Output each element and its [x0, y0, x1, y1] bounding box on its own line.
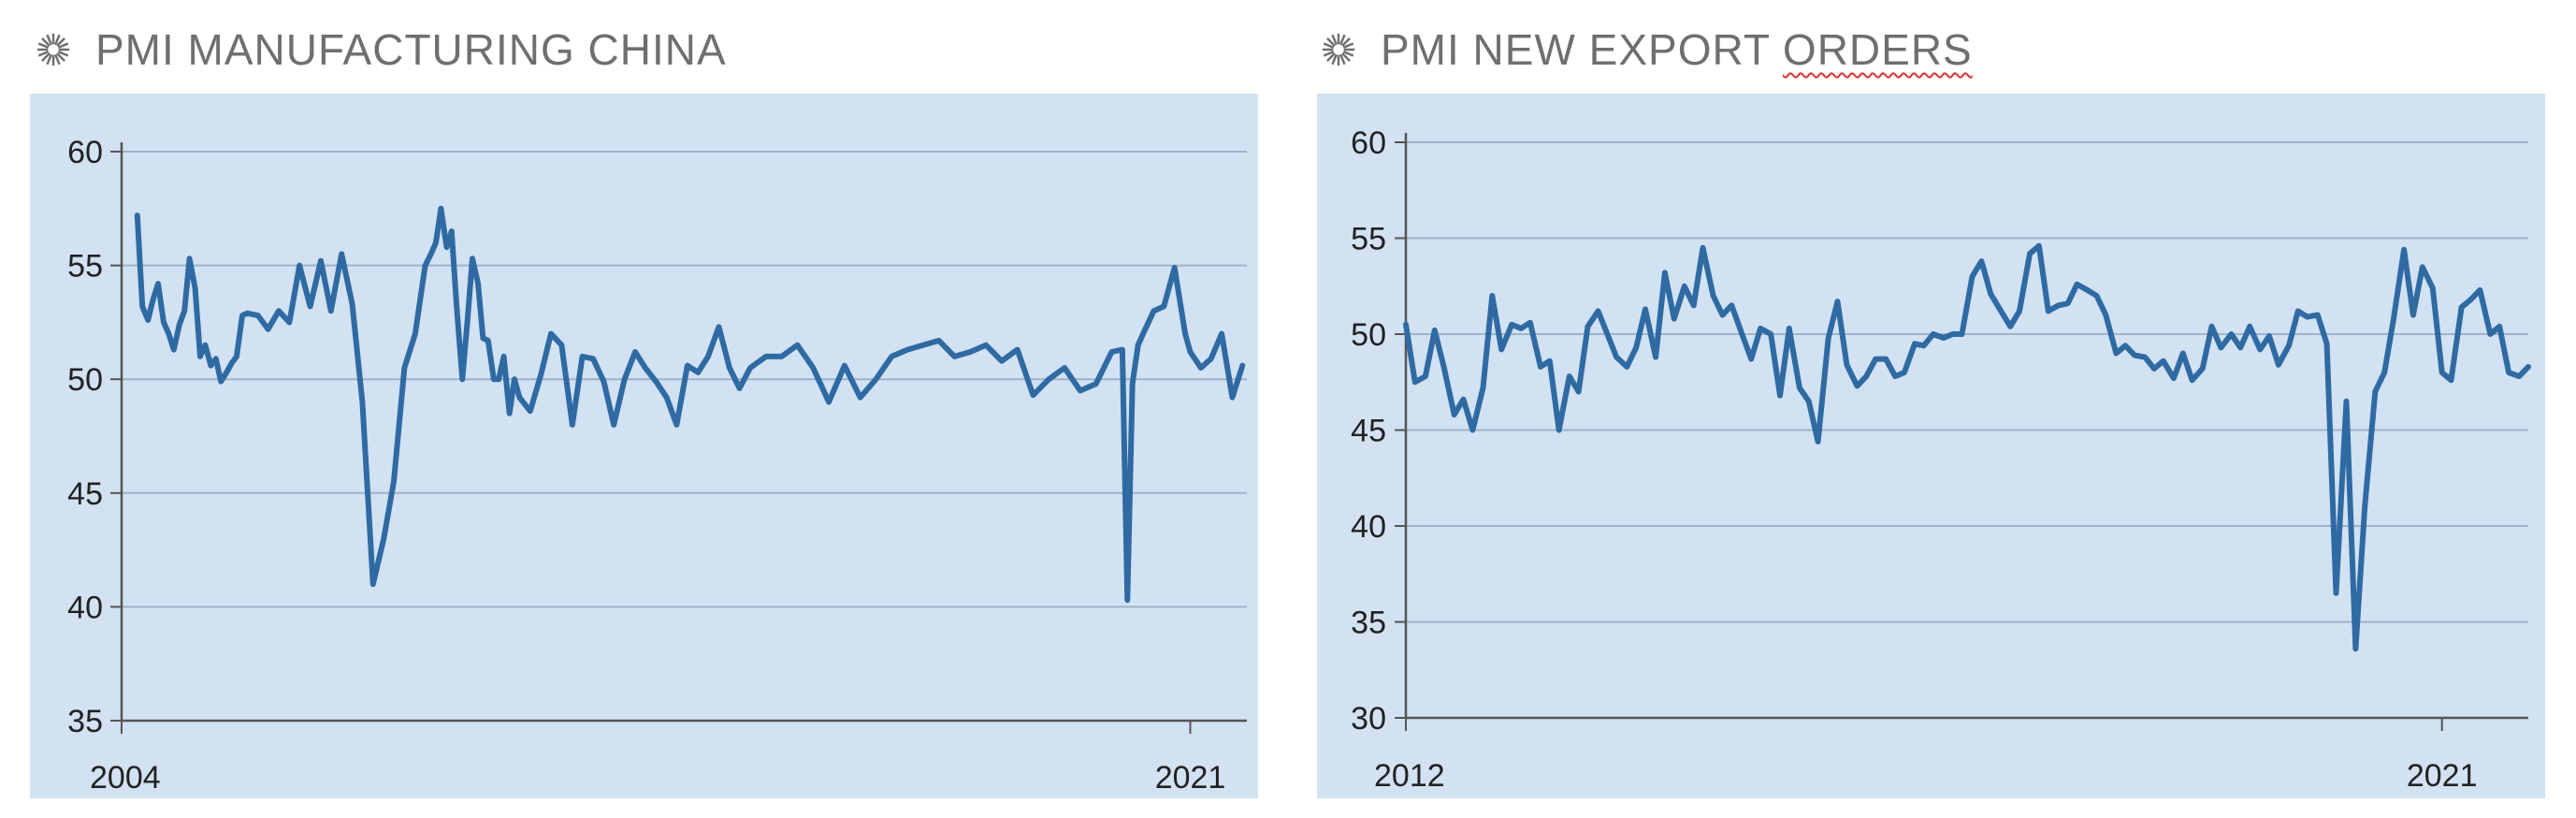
y-tick-label: 55: [67, 249, 103, 285]
y-tick-label: 50: [67, 362, 103, 398]
x-tick-label: 2021: [2407, 758, 2478, 794]
x-tick-label: 2012: [1374, 758, 1445, 794]
chart-panel-manufacturing: [30, 94, 1258, 798]
chart-title-manufacturing: PMI MANUFACTURING CHINA: [36, 24, 727, 75]
y-tick-label: 35: [67, 704, 103, 739]
sunburst-icon: [1322, 33, 1355, 66]
y-tick-label: 50: [1351, 317, 1386, 353]
chart-title-text: PMI MANUFACTURING CHINA: [95, 25, 727, 74]
series-line: [1403, 242, 2531, 652]
y-tick-label: 55: [1351, 222, 1386, 257]
chart-title-text: PMI NEW EXPORT: [1381, 25, 1783, 74]
y-tick-label: 60: [1351, 125, 1386, 161]
y-tick-label: 35: [1351, 606, 1386, 641]
y-tick-label: 30: [1351, 701, 1386, 737]
y-tick-label: 45: [67, 476, 103, 512]
x-tick-label: 2004: [90, 760, 161, 796]
chart-title-export-orders: PMI NEW EXPORT ORDERS: [1321, 24, 1973, 75]
series-line: [134, 205, 1246, 604]
chart-panel-export-orders: [1317, 94, 2545, 798]
y-tick-label: 40: [1351, 509, 1386, 545]
sunburst-icon: [36, 33, 70, 66]
x-tick-label: 2021: [1155, 760, 1226, 796]
chart-1: 30 35 40 45 50 55 60 2012 2021: [1351, 125, 2531, 794]
chart-title-flagged-word: ORDERS: [1782, 25, 1973, 74]
y-tick-label: 45: [1351, 414, 1386, 449]
chart-0: 35 40 45 50 55 60 2004 2021: [67, 135, 1247, 796]
y-tick-label: 40: [67, 590, 103, 625]
y-tick-label: 60: [67, 135, 103, 170]
